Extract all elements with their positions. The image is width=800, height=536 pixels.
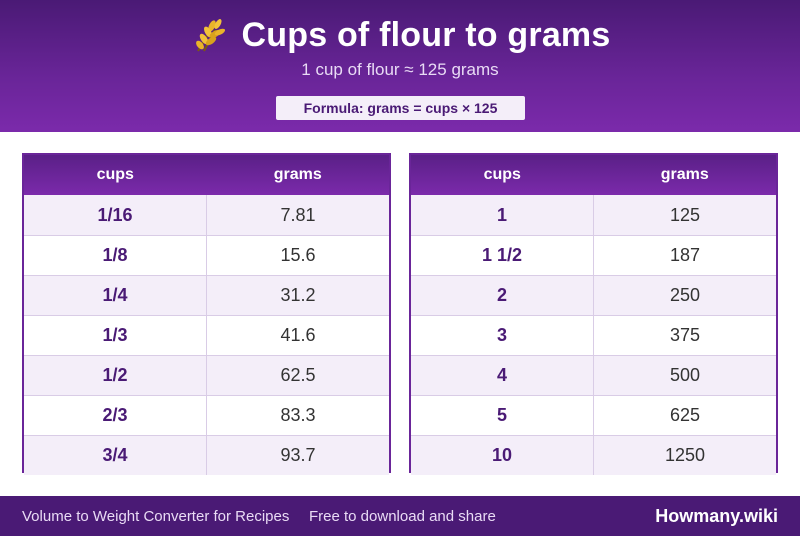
formula-badge: Formula: grams = cups × 125 <box>276 96 525 120</box>
conversion-table-left: cups grams 1/16 7.81 1/8 15.6 1/4 31.2 1… <box>22 153 391 475</box>
cups-cell: 5 <box>411 396 594 435</box>
grams-cell: 83.3 <box>280 405 316 425</box>
table-row: 1/8 15.6 <box>24 235 389 275</box>
table-row: 1/4 31.2 <box>24 275 389 315</box>
cups-cell: 1/3 <box>24 316 207 355</box>
table-body: 1/16 7.81 1/8 15.6 1/4 31.2 1/3 41.6 1/2… <box>24 195 389 475</box>
column-header-grams: grams <box>273 166 322 183</box>
page-subtitle: 1 cup of flour ≈ 125 grams <box>301 60 499 79</box>
cups-cell: 3 <box>411 316 594 355</box>
conversion-table-right: cups grams 1 125 1 1/2 187 2 250 3 375 4… <box>409 153 778 475</box>
cups-cell: 1/16 <box>24 195 207 235</box>
grams-cell: 187 <box>669 245 701 265</box>
column-header-grams: grams <box>660 166 709 183</box>
grams-cell: 62.5 <box>280 365 316 385</box>
wheat-icon <box>190 16 228 54</box>
page-title: Cups of flour to grams <box>241 15 611 54</box>
table-row: 1/16 7.81 <box>24 195 389 235</box>
cups-cell: 1/2 <box>24 356 207 395</box>
table-row: 4 500 <box>411 355 776 395</box>
cups-cell: 1/4 <box>24 276 207 315</box>
grams-cell: 1250 <box>664 445 706 465</box>
footer: Volume to Weight Converter for Recipes F… <box>0 496 800 536</box>
table-row: 3/4 93.7 <box>24 435 389 475</box>
table-header: cups grams <box>24 155 389 195</box>
grams-cell: 250 <box>669 285 701 305</box>
grams-cell: 500 <box>669 365 701 385</box>
cups-cell: 1/8 <box>24 236 207 275</box>
table-row: 10 1250 <box>411 435 776 475</box>
column-header-cups: cups <box>96 166 134 183</box>
grams-cell: 15.6 <box>280 245 316 265</box>
table-header: cups grams <box>411 155 776 195</box>
cups-cell: 3/4 <box>24 436 207 475</box>
table-row: 1/2 62.5 <box>24 355 389 395</box>
column-header-cups: cups <box>483 166 521 183</box>
cups-cell: 4 <box>411 356 594 395</box>
header: Cups of flour to grams 1 cup of flour ≈ … <box>0 0 800 132</box>
cups-cell: 2 <box>411 276 594 315</box>
table-row: 3 375 <box>411 315 776 355</box>
cups-cell: 1 <box>411 195 594 235</box>
footer-tagline: Free to download and share <box>309 507 496 525</box>
table-row: 1/3 41.6 <box>24 315 389 355</box>
table-row: 1 1/2 187 <box>411 235 776 275</box>
grams-cell: 41.6 <box>280 325 316 345</box>
cups-cell: 1 1/2 <box>411 236 594 275</box>
table-row: 5 625 <box>411 395 776 435</box>
brand-link[interactable]: Howmany.wiki <box>655 505 778 526</box>
table-row: 2 250 <box>411 275 776 315</box>
title-row: Cups of flour to grams <box>0 14 800 56</box>
table-row: 1 125 <box>411 195 776 235</box>
grams-cell: 7.81 <box>280 204 316 225</box>
grams-cell: 93.7 <box>280 445 316 465</box>
table-row: 2/3 83.3 <box>24 395 389 435</box>
table-body: 1 125 1 1/2 187 2 250 3 375 4 500 5 625 … <box>411 195 776 475</box>
grams-cell: 375 <box>669 325 701 345</box>
grams-cell: 625 <box>669 405 701 425</box>
cups-cell: 10 <box>411 436 594 475</box>
cups-cell: 2/3 <box>24 396 207 435</box>
footer-description: Volume to Weight Converter for Recipes <box>22 507 290 525</box>
grams-cell: 125 <box>669 204 701 225</box>
grams-cell: 31.2 <box>280 285 316 305</box>
